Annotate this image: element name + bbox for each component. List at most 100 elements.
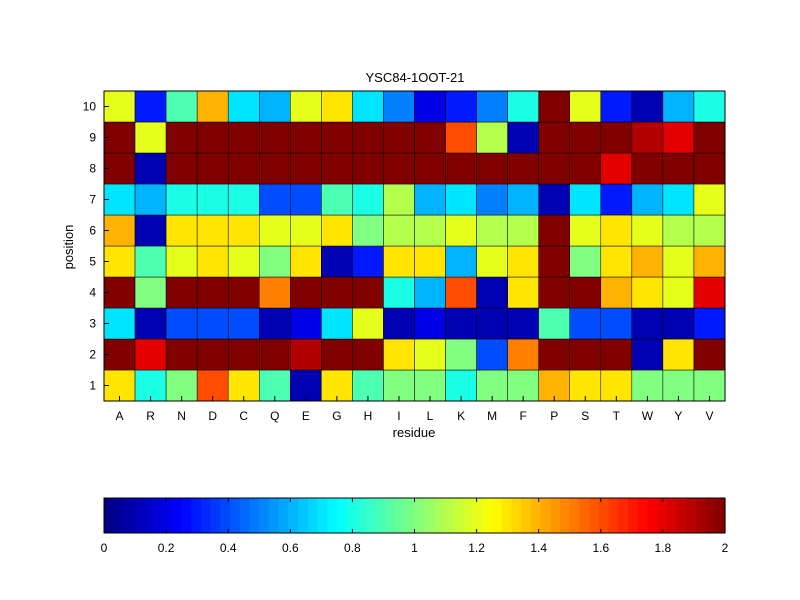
- colorbar-step: [540, 498, 551, 533]
- x-tick-label: L: [427, 409, 434, 423]
- heatmap-cell-H-2: [352, 338, 384, 371]
- heatmap-cell-L-7: [414, 183, 446, 216]
- y-tick-label: 3: [89, 317, 96, 331]
- colorbar-step: [365, 498, 377, 533]
- colorbar-step: [550, 498, 561, 533]
- heatmap-cell-S-7: [569, 183, 602, 216]
- x-tick-label: E: [302, 409, 310, 423]
- colorbar-step: [453, 498, 464, 533]
- y-tick-label: 5: [89, 255, 96, 269]
- x-axis-label: residue: [393, 425, 436, 440]
- x-tick-label: T: [613, 409, 621, 423]
- colorbar-step: [414, 498, 425, 533]
- x-tick-label: N: [177, 409, 186, 423]
- heatmap-cell-H-3: [352, 307, 384, 340]
- heatmap-cell-D-6: [196, 214, 229, 247]
- heatmap-cell-V-9: [693, 121, 726, 154]
- heatmap-cell-R-2: [134, 338, 167, 371]
- heatmap-cell-G-10: [321, 90, 353, 123]
- heatmap-cell-M-3: [476, 307, 508, 340]
- colorbar-step: [162, 498, 173, 533]
- colorbar-step: [618, 498, 629, 533]
- heatmap-cell-C-10: [227, 90, 260, 123]
- heatmap-cell-M-6: [476, 214, 508, 247]
- colorbar-step: [327, 498, 338, 533]
- heatmap-cell-I-10: [383, 90, 415, 123]
- heatmap-cell-N-10: [165, 90, 198, 123]
- heatmap-cell-Q-2: [259, 338, 291, 371]
- colorbar-step: [395, 498, 406, 533]
- heatmap-cell-F-5: [507, 245, 539, 278]
- heatmap-cell-V-10: [693, 90, 726, 123]
- colorbar-step: [307, 498, 319, 533]
- colorbar-step: [579, 498, 590, 533]
- heatmap-cell-L-3: [414, 307, 446, 340]
- heatmap-cell-P-10: [538, 90, 571, 123]
- heatmap-cell-V-1: [693, 369, 726, 402]
- heatmap-cell-I-3: [383, 307, 415, 340]
- x-tick-label: Q: [270, 409, 279, 423]
- colorbar-step: [637, 498, 648, 533]
- heatmap-cell-H-10: [352, 90, 384, 123]
- x-tick-label: Y: [674, 409, 682, 423]
- heatmap-cell-F-10: [507, 90, 539, 123]
- heatmap-cell-Y-8: [662, 152, 695, 185]
- heatmap-cell-R-8: [134, 152, 167, 185]
- heatmap-cell-F-8: [507, 152, 539, 185]
- colorbar-step: [404, 498, 416, 533]
- colorbar-step: [647, 498, 658, 533]
- colorbar-tick-label: 0.4: [220, 541, 237, 555]
- y-tick-label: 2: [89, 348, 96, 362]
- heatmap-cell-T-7: [600, 183, 633, 216]
- colorbar-tick-label: 0.8: [344, 541, 361, 555]
- heatmap-cell-K-4: [445, 276, 477, 309]
- heatmap-cell-G-5: [321, 245, 353, 278]
- heatmap-cell-R-5: [134, 245, 167, 278]
- heatmap-cell-A-2: [103, 338, 136, 371]
- heatmap-cell-W-9: [631, 121, 664, 154]
- heatmap-cell-P-4: [538, 276, 571, 309]
- heatmap-cell-T-9: [600, 121, 633, 154]
- heatmap-cell-W-10: [631, 90, 664, 123]
- heatmap-cell-N-8: [165, 152, 198, 185]
- heatmap-cell-M-10: [476, 90, 508, 123]
- heatmap-cell-H-9: [352, 121, 384, 154]
- heatmap-cell-D-3: [196, 307, 229, 340]
- heatmap-cell-N-2: [165, 338, 198, 371]
- y-tick-label: 6: [89, 224, 96, 238]
- heatmap-cell-K-3: [445, 307, 477, 340]
- heatmap-cell-H-8: [352, 152, 384, 185]
- colorbar-step: [152, 498, 163, 533]
- heatmap-cell-I-7: [383, 183, 415, 216]
- heatmap-cell-M-4: [476, 276, 508, 309]
- heatmap-cell-P-3: [538, 307, 571, 340]
- colorbar-tick-label: 0.6: [282, 541, 299, 555]
- heatmap-cell-P-9: [538, 121, 571, 154]
- heatmap-cell-G-1: [321, 369, 353, 402]
- colorbar-step: [589, 498, 600, 533]
- chart-title: YSC84-1OOT-21: [366, 70, 465, 85]
- heatmap-cell-D-9: [196, 121, 229, 154]
- x-tick-label: R: [146, 409, 155, 423]
- x-tick-label: G: [332, 409, 341, 423]
- colorbar-step: [220, 498, 231, 533]
- colorbar-step: [171, 498, 183, 533]
- heatmap-cell-D-2: [196, 338, 229, 371]
- colorbar-step: [191, 498, 202, 533]
- colorbar-step: [123, 498, 134, 533]
- heatmap-cell-G-9: [321, 121, 353, 154]
- colorbar-tick-label: 0: [101, 541, 108, 555]
- heatmap-cell-Y-1: [662, 369, 695, 402]
- heatmap-cell-G-7: [321, 183, 353, 216]
- heatmap-cell-T-4: [600, 276, 633, 309]
- heatmap-cell-E-9: [290, 121, 322, 154]
- colorbar-step: [259, 498, 270, 533]
- heatmap-cell-G-6: [321, 214, 353, 247]
- colorbar-step: [249, 498, 260, 533]
- heatmap-cell-Q-3: [259, 307, 291, 340]
- heatmap-cell-E-3: [290, 307, 322, 340]
- heatmap-cell-V-8: [693, 152, 726, 185]
- heatmap-cell-H-7: [352, 183, 384, 216]
- heatmap-cell-T-3: [600, 307, 633, 340]
- colorbar-step: [210, 498, 222, 533]
